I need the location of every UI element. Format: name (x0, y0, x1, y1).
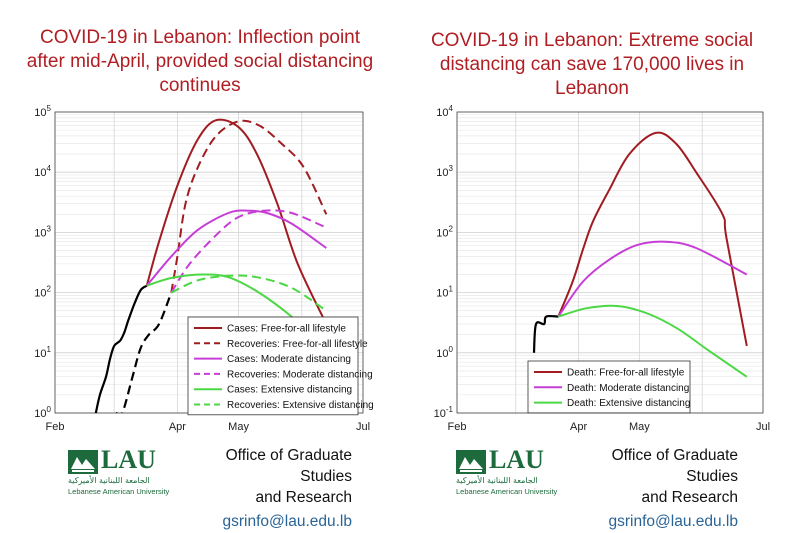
legend-label: Death: Moderate distancing (567, 383, 689, 394)
y-tick-label: 101 (436, 285, 453, 300)
lau-logo-left: LAU الجامعة اللبنانية الأميركية Lebanese… (64, 445, 174, 497)
legend: Death: Free-for-all lifestyle Death: Mode… (527, 360, 690, 414)
series-line (558, 304, 748, 378)
legend-label: Recoveries: Extensive distancing (227, 400, 374, 411)
lau-logo-right: LAU الجامعة اللبنانية الأميركية Lebanese… (452, 445, 562, 497)
chart-title-right: COVID-19 in Lebanon: Extreme social dist… (430, 30, 754, 99)
x-tick-label: May (629, 421, 650, 433)
logo-arabic: الجامعة اللبنانية الأميركية (456, 476, 538, 485)
chart-title-left: COVID-19 in Lebanon: Inflection point af… (26, 27, 374, 96)
legend-label: Cases: Free-for-all lifestyle (227, 324, 346, 335)
legend-label: Recoveries: Free-for-all lifestyle (227, 339, 368, 350)
x-tick-label: Jul (756, 421, 770, 433)
email-link[interactable]: gsrinfo@lau.edu.lb (608, 513, 738, 530)
legend: Cases: Free-for-all lifestyle Recoveries:… (187, 316, 374, 416)
series-line (146, 209, 327, 287)
logo-subtitle: Lebanese American University (68, 487, 170, 496)
y-tick-label: 100 (436, 345, 453, 360)
series-line (557, 240, 748, 318)
y-tick-label: 103 (436, 164, 453, 179)
x-tick-label: Feb (46, 421, 65, 433)
series-line (170, 209, 327, 294)
series-line (170, 119, 328, 293)
footer-left: Office of Graduate Studies and Research … (180, 445, 352, 531)
x-tick-label: Apr (169, 421, 186, 433)
logo-text: LAU (489, 445, 544, 474)
observed-data-line (532, 314, 559, 353)
office-line1: Office of Graduate Studies (611, 447, 738, 485)
legend-box (187, 316, 359, 416)
email-link[interactable]: gsrinfo@lau.edu.lb (222, 513, 352, 530)
x-tick-label: Apr (570, 421, 587, 433)
legend-label: Cases: Moderate distancing (227, 354, 351, 365)
legend-label: Death: Extensive distancing (567, 398, 690, 409)
x-tick-label: Feb (448, 421, 467, 433)
series-line (145, 118, 328, 325)
y-tick-label: 10-1 (434, 405, 454, 420)
y-tick-label: 102 (436, 224, 453, 239)
logo-text: LAU (101, 445, 156, 474)
logo-subtitle: Lebanese American University (456, 487, 558, 496)
office-line2: and Research (255, 489, 352, 506)
legend-label: Death: Free-for-all lifestyle (567, 368, 685, 379)
lau-emblem-icon (456, 450, 486, 474)
observed-data-line (94, 284, 148, 413)
office-line1: Office of Graduate Studies (225, 447, 352, 485)
lau-emblem-icon (68, 450, 98, 474)
office-line2: and Research (641, 489, 738, 506)
series-line (557, 131, 748, 347)
series-line (170, 274, 327, 312)
observed-data-line (116, 292, 173, 413)
y-tick-label: 104 (436, 104, 453, 119)
series-group (532, 131, 748, 378)
x-tick-label: May (228, 421, 249, 433)
footer-right: Office of Graduate Studies and Research … (566, 445, 738, 531)
logo-arabic: الجامعة اللبنانية الأميركية (68, 476, 150, 485)
legend-label: Recoveries: Moderate distancing (227, 369, 373, 380)
legend-label: Cases: Extensive distancing (227, 385, 352, 396)
x-tick-label: Jul (356, 421, 370, 433)
